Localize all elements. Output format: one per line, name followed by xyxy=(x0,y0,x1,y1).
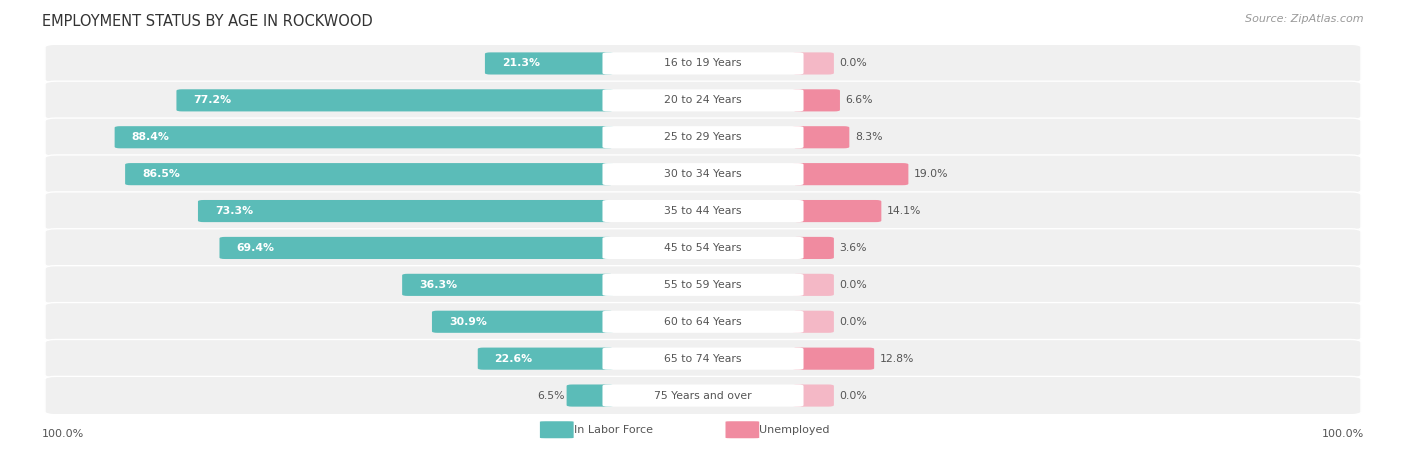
FancyBboxPatch shape xyxy=(125,163,614,185)
FancyBboxPatch shape xyxy=(603,163,804,185)
FancyBboxPatch shape xyxy=(603,347,804,370)
Text: 6.5%: 6.5% xyxy=(537,391,565,401)
Text: 30.9%: 30.9% xyxy=(449,317,486,327)
FancyBboxPatch shape xyxy=(45,266,1361,304)
FancyBboxPatch shape xyxy=(793,274,834,296)
FancyBboxPatch shape xyxy=(45,376,1361,415)
Text: 8.3%: 8.3% xyxy=(855,132,883,142)
FancyBboxPatch shape xyxy=(603,310,804,333)
Text: 25 to 29 Years: 25 to 29 Years xyxy=(664,132,742,142)
FancyBboxPatch shape xyxy=(402,274,614,296)
FancyBboxPatch shape xyxy=(485,52,614,75)
Text: 55 to 59 Years: 55 to 59 Years xyxy=(664,280,742,290)
FancyBboxPatch shape xyxy=(478,347,614,370)
Text: 30 to 34 Years: 30 to 34 Years xyxy=(664,169,742,179)
Text: 86.5%: 86.5% xyxy=(142,169,180,179)
Text: 77.2%: 77.2% xyxy=(193,95,232,105)
FancyBboxPatch shape xyxy=(603,237,804,259)
Text: 19.0%: 19.0% xyxy=(914,169,949,179)
Text: 88.4%: 88.4% xyxy=(132,132,169,142)
FancyBboxPatch shape xyxy=(219,237,614,259)
Text: 73.3%: 73.3% xyxy=(215,206,253,216)
Text: 6.6%: 6.6% xyxy=(845,95,873,105)
FancyBboxPatch shape xyxy=(45,155,1361,194)
Text: 14.1%: 14.1% xyxy=(887,206,921,216)
Text: 0.0%: 0.0% xyxy=(839,391,868,401)
Text: 0.0%: 0.0% xyxy=(839,280,868,290)
Text: 35 to 44 Years: 35 to 44 Years xyxy=(664,206,742,216)
Text: 69.4%: 69.4% xyxy=(236,243,274,253)
Text: 75 Years and over: 75 Years and over xyxy=(654,391,752,401)
Text: EMPLOYMENT STATUS BY AGE IN ROCKWOOD: EMPLOYMENT STATUS BY AGE IN ROCKWOOD xyxy=(42,14,373,28)
Text: 16 to 19 Years: 16 to 19 Years xyxy=(664,58,742,68)
Text: 0.0%: 0.0% xyxy=(839,58,868,68)
Text: 100.0%: 100.0% xyxy=(42,429,84,439)
FancyBboxPatch shape xyxy=(725,421,759,438)
Text: 12.8%: 12.8% xyxy=(880,354,914,364)
Text: 60 to 64 Years: 60 to 64 Years xyxy=(664,317,742,327)
Text: Unemployed: Unemployed xyxy=(759,425,830,435)
FancyBboxPatch shape xyxy=(45,118,1361,157)
FancyBboxPatch shape xyxy=(603,274,804,296)
FancyBboxPatch shape xyxy=(45,302,1361,341)
FancyBboxPatch shape xyxy=(603,200,804,222)
Text: In Labor Force: In Labor Force xyxy=(574,425,652,435)
FancyBboxPatch shape xyxy=(45,44,1361,83)
FancyBboxPatch shape xyxy=(793,237,834,259)
Text: Source: ZipAtlas.com: Source: ZipAtlas.com xyxy=(1246,14,1364,23)
FancyBboxPatch shape xyxy=(603,52,804,75)
Text: 22.6%: 22.6% xyxy=(495,354,533,364)
FancyBboxPatch shape xyxy=(176,89,614,112)
Text: 100.0%: 100.0% xyxy=(1322,429,1364,439)
FancyBboxPatch shape xyxy=(793,384,834,407)
FancyBboxPatch shape xyxy=(567,384,614,407)
FancyBboxPatch shape xyxy=(793,126,849,148)
FancyBboxPatch shape xyxy=(793,52,834,75)
FancyBboxPatch shape xyxy=(45,229,1361,267)
Text: 65 to 74 Years: 65 to 74 Years xyxy=(664,354,742,364)
FancyBboxPatch shape xyxy=(793,200,882,222)
FancyBboxPatch shape xyxy=(45,339,1361,378)
FancyBboxPatch shape xyxy=(432,310,614,333)
Text: 0.0%: 0.0% xyxy=(839,317,868,327)
FancyBboxPatch shape xyxy=(793,347,875,370)
FancyBboxPatch shape xyxy=(603,89,804,112)
FancyBboxPatch shape xyxy=(603,384,804,407)
Text: 20 to 24 Years: 20 to 24 Years xyxy=(664,95,742,105)
Text: 21.3%: 21.3% xyxy=(502,58,540,68)
FancyBboxPatch shape xyxy=(198,200,614,222)
FancyBboxPatch shape xyxy=(115,126,614,148)
Text: 3.6%: 3.6% xyxy=(839,243,868,253)
FancyBboxPatch shape xyxy=(540,421,574,438)
Text: 36.3%: 36.3% xyxy=(419,280,457,290)
FancyBboxPatch shape xyxy=(793,163,908,185)
Text: 45 to 54 Years: 45 to 54 Years xyxy=(664,243,742,253)
FancyBboxPatch shape xyxy=(45,192,1361,230)
FancyBboxPatch shape xyxy=(793,89,839,112)
FancyBboxPatch shape xyxy=(45,81,1361,120)
FancyBboxPatch shape xyxy=(603,126,804,148)
FancyBboxPatch shape xyxy=(793,310,834,333)
